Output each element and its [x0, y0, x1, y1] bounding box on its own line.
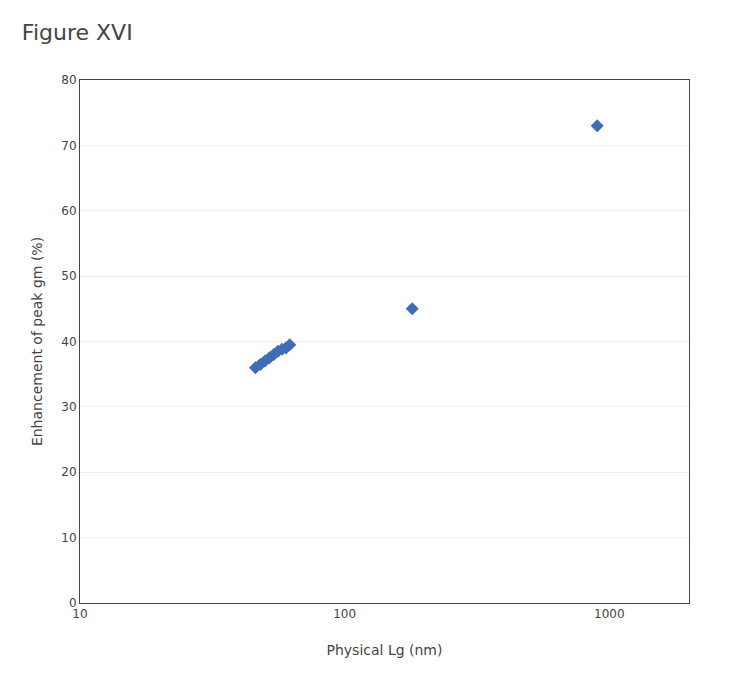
svg-text:80: 80	[61, 73, 76, 87]
svg-text:20: 20	[61, 465, 76, 479]
svg-text:100: 100	[333, 607, 356, 621]
svg-text:1000: 1000	[594, 607, 625, 621]
svg-text:0: 0	[69, 596, 77, 610]
svg-text:Physical Lg (nm): Physical Lg (nm)	[327, 642, 443, 658]
svg-text:40: 40	[61, 335, 76, 349]
svg-text:Figure XVI: Figure XVI	[22, 20, 133, 45]
svg-text:30: 30	[61, 400, 76, 414]
svg-text:Enhancement of peak gm (%): Enhancement of peak gm (%)	[29, 237, 45, 446]
svg-text:50: 50	[61, 269, 76, 283]
svg-text:10: 10	[72, 607, 87, 621]
svg-text:10: 10	[61, 531, 76, 545]
svg-text:60: 60	[61, 204, 76, 218]
svg-text:70: 70	[61, 139, 76, 153]
